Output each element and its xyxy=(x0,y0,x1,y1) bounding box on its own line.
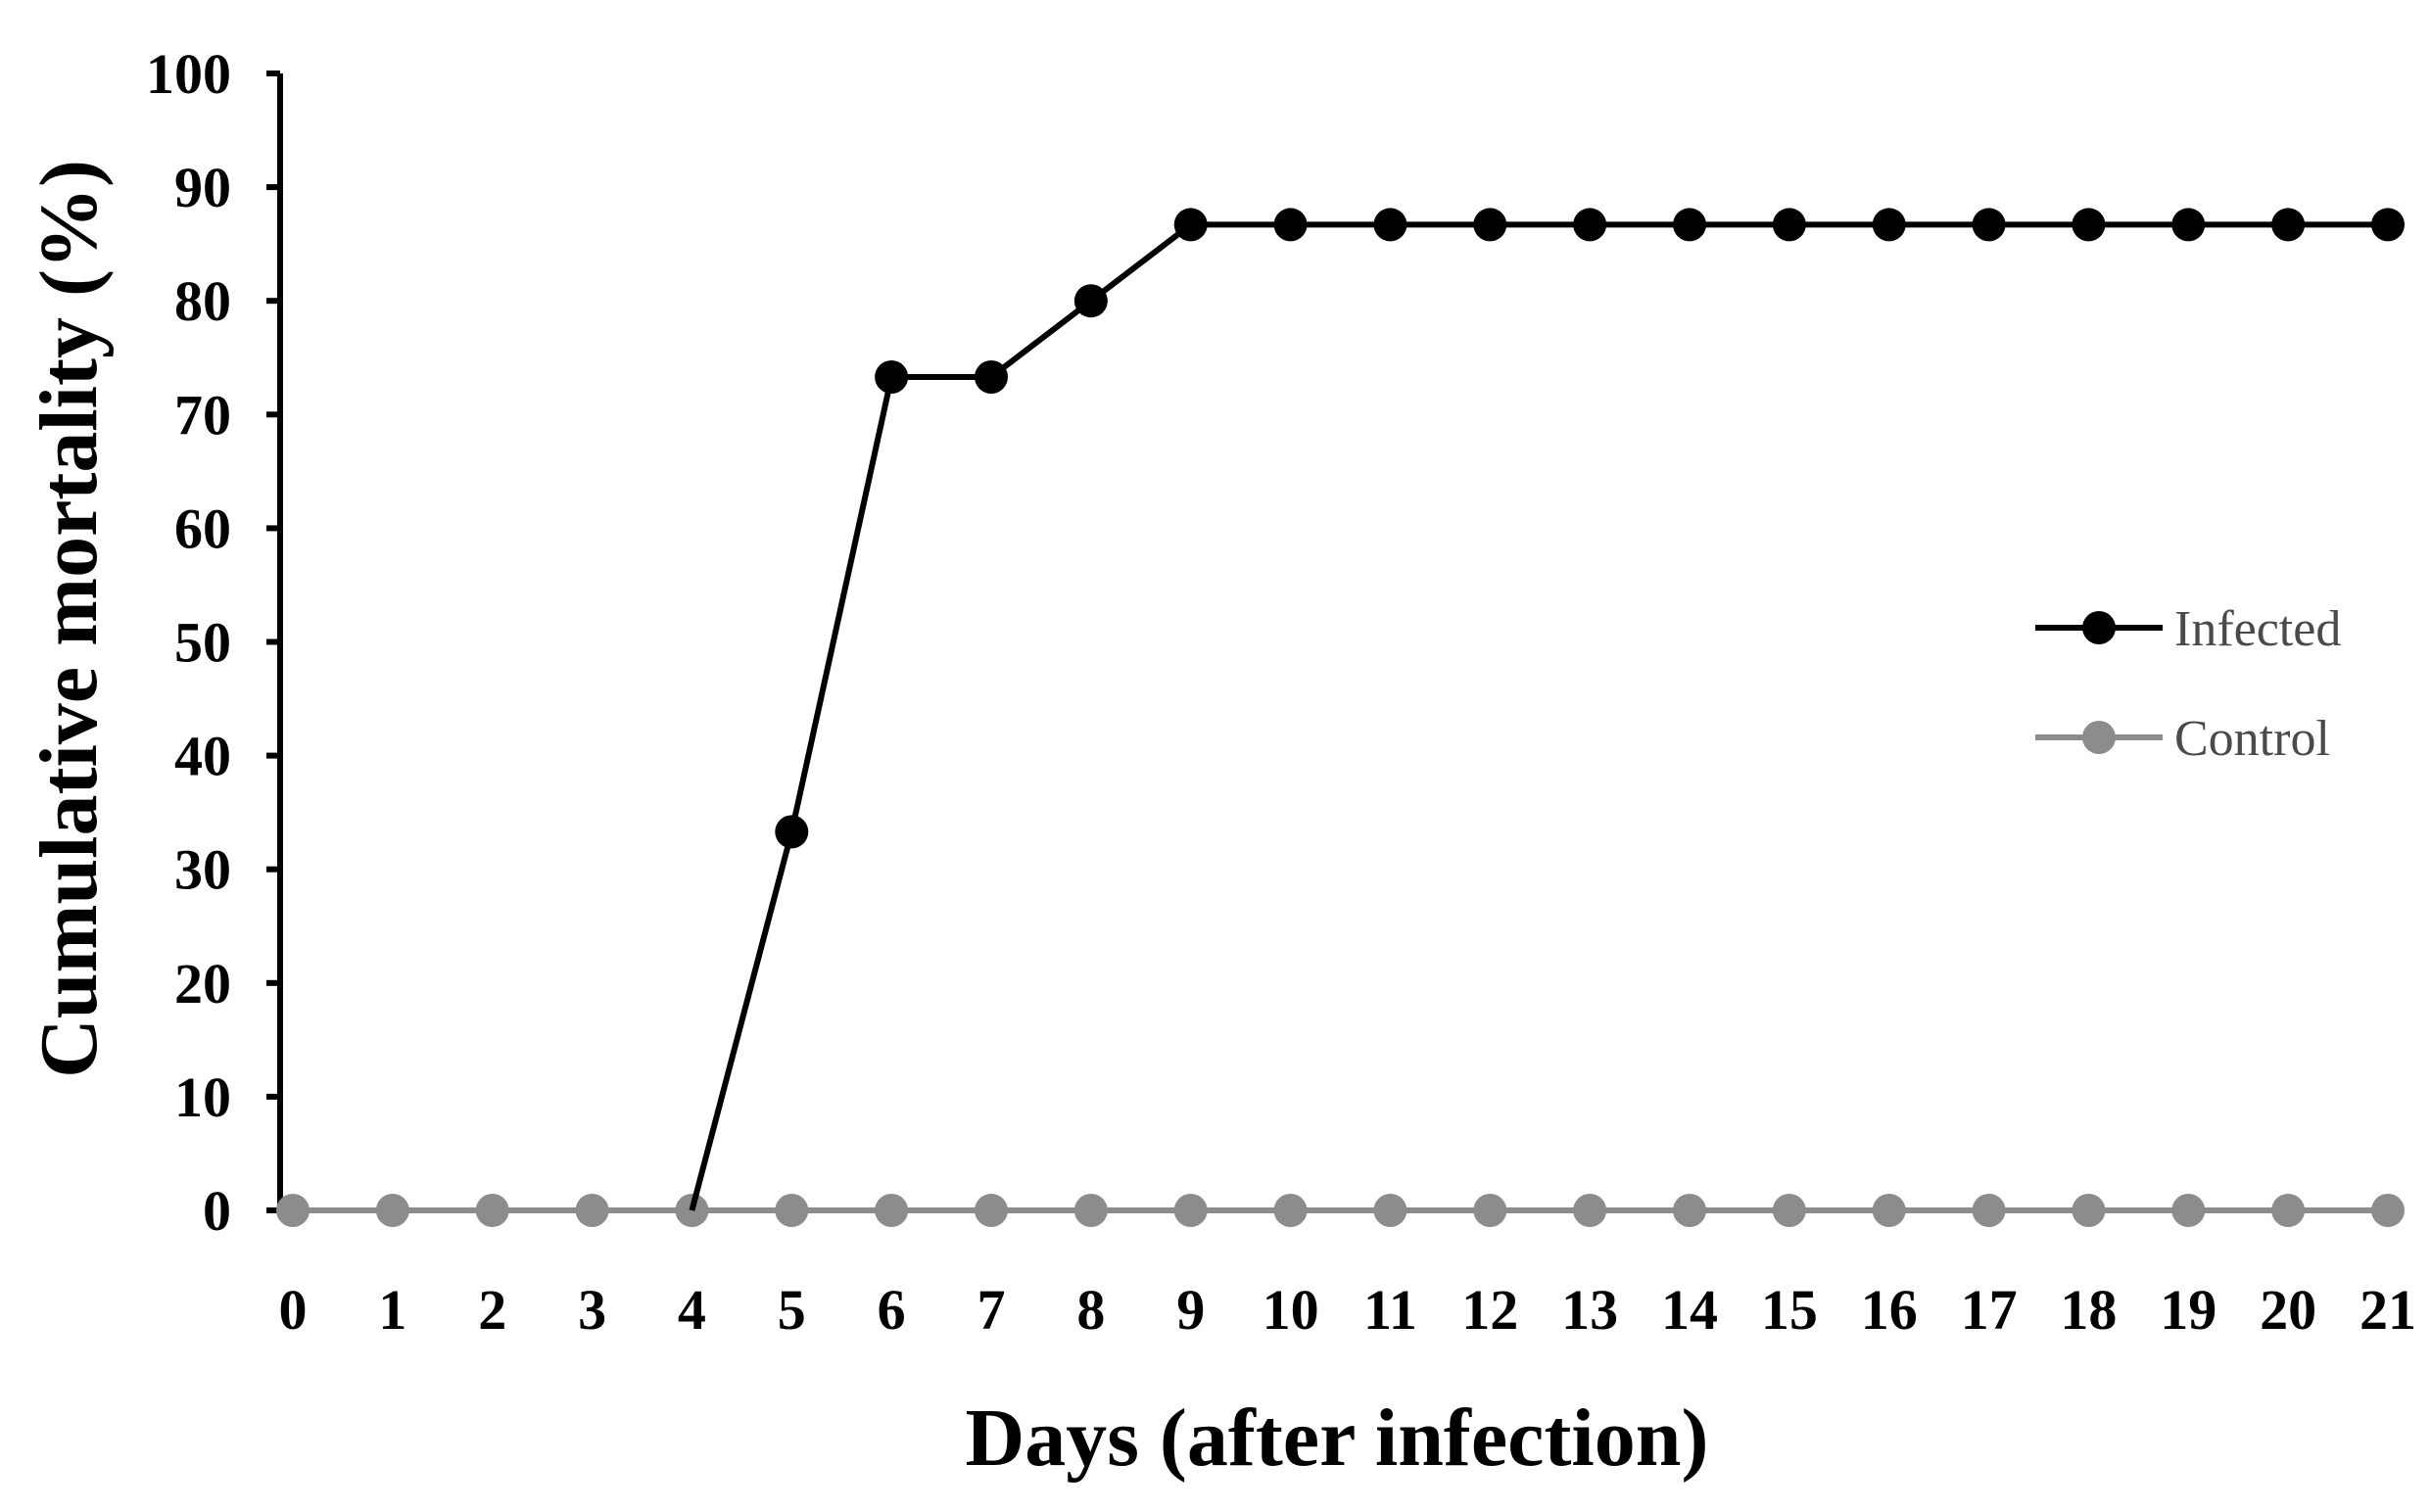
data-point-control xyxy=(575,1194,609,1227)
y-tick-label: 40 xyxy=(174,725,231,788)
x-tick-label: 1 xyxy=(378,1278,406,1342)
data-point-infected xyxy=(775,815,809,849)
x-tick-label: 10 xyxy=(1263,1278,1319,1342)
data-point-infected xyxy=(1673,208,1706,242)
x-tick-label: 19 xyxy=(2160,1278,2216,1342)
x-tick-label: 12 xyxy=(1461,1278,1518,1342)
x-tick-label: 2 xyxy=(478,1278,506,1342)
legend-label: Control xyxy=(2174,711,2330,767)
data-point-control xyxy=(1473,1194,1507,1227)
y-tick-label: 30 xyxy=(174,838,231,902)
series-control xyxy=(276,1194,2405,1227)
x-tick-label: 8 xyxy=(1076,1278,1105,1342)
x-tick-label: 5 xyxy=(778,1278,806,1342)
data-point-infected xyxy=(1573,208,1607,242)
y-axis-title: Cumulative mortality (%) xyxy=(24,160,115,1078)
data-point-control xyxy=(375,1194,409,1227)
x-tick-label: 7 xyxy=(977,1278,1006,1342)
data-point-infected xyxy=(2072,208,2106,242)
data-point-control xyxy=(2271,1194,2306,1227)
y-tick-label: 10 xyxy=(174,1065,231,1129)
y-tick-label: 20 xyxy=(174,952,231,1016)
legend-marker xyxy=(2082,611,2116,644)
y-tick-label: 70 xyxy=(174,383,231,447)
data-point-control xyxy=(276,1194,310,1227)
data-point-control xyxy=(475,1194,509,1227)
data-point-infected xyxy=(1972,208,2006,242)
x-tick-label: 16 xyxy=(1861,1278,1918,1342)
x-tick-label: 21 xyxy=(2360,1278,2416,1342)
series-layer xyxy=(276,208,2405,1227)
data-point-control xyxy=(1972,1194,2006,1227)
data-point-infected xyxy=(1473,208,1507,242)
legend: Infected Control xyxy=(2035,601,2341,767)
x-tick-label: 9 xyxy=(1176,1278,1205,1342)
data-point-infected xyxy=(975,359,1008,394)
data-point-infected xyxy=(1273,208,1308,242)
data-point-control xyxy=(1772,1194,1806,1227)
data-point-infected xyxy=(1173,208,1208,242)
data-point-infected xyxy=(1373,208,1407,242)
series-line-infected xyxy=(689,221,2388,1211)
data-point-control xyxy=(2171,1194,2206,1227)
data-point-infected xyxy=(1772,208,1806,242)
y-tick-label: 80 xyxy=(174,269,231,333)
x-tick-label: 14 xyxy=(1661,1278,1718,1342)
x-tick-label: 18 xyxy=(2060,1278,2117,1342)
legend-item-infected: Infected xyxy=(2035,601,2341,657)
series-infected xyxy=(689,208,2405,1211)
data-point-control xyxy=(1872,1194,1906,1227)
data-point-control xyxy=(1073,1194,1108,1227)
y-tick-label: 60 xyxy=(174,496,231,560)
data-point-infected xyxy=(875,359,909,394)
data-point-control xyxy=(1173,1194,1208,1227)
data-point-control xyxy=(2072,1194,2106,1227)
y-tick-label: 90 xyxy=(174,156,231,219)
x-tick-label: 11 xyxy=(1363,1278,1417,1342)
y-tick-label: 100 xyxy=(146,42,231,106)
data-point-control xyxy=(1673,1194,1706,1227)
y-tick-label: 0 xyxy=(203,1179,231,1243)
x-tick-label: 13 xyxy=(1561,1278,1618,1342)
x-tick-label: 17 xyxy=(1961,1278,2018,1342)
data-point-control xyxy=(1373,1194,1407,1227)
data-point-infected xyxy=(1073,284,1108,318)
data-point-control xyxy=(975,1194,1008,1227)
x-tick-label: 6 xyxy=(878,1278,906,1342)
x-axis-title: Days (after infection) xyxy=(966,1393,1709,1484)
y-tick-label: 50 xyxy=(174,611,231,675)
data-point-infected xyxy=(1872,208,1906,242)
x-tick-label: 0 xyxy=(279,1278,308,1342)
data-point-control xyxy=(1573,1194,1607,1227)
data-point-control xyxy=(1273,1194,1308,1227)
x-tick-label: 4 xyxy=(678,1278,706,1342)
data-point-infected xyxy=(2371,208,2405,242)
legend-item-control: Control xyxy=(2035,711,2330,767)
y-ticks: 0 10 20 30 40 50 60 70 80 90 100 xyxy=(146,42,280,1243)
data-point-control xyxy=(2371,1194,2405,1227)
x-tick-label: 15 xyxy=(1761,1278,1818,1342)
legend-marker xyxy=(2082,721,2116,754)
legend-label: Infected xyxy=(2174,601,2341,657)
x-ticks: 0 1 2 3 4 5 6 7 8 9 10 11 12 13 14 15 16 17 18 19 20 21 xyxy=(279,1278,2417,1342)
data-point-infected xyxy=(2271,208,2306,242)
data-point-infected xyxy=(2171,208,2206,242)
x-tick-label: 3 xyxy=(578,1278,606,1342)
data-point-control xyxy=(775,1194,809,1227)
data-point-control xyxy=(875,1194,909,1227)
x-tick-label: 20 xyxy=(2260,1278,2316,1342)
